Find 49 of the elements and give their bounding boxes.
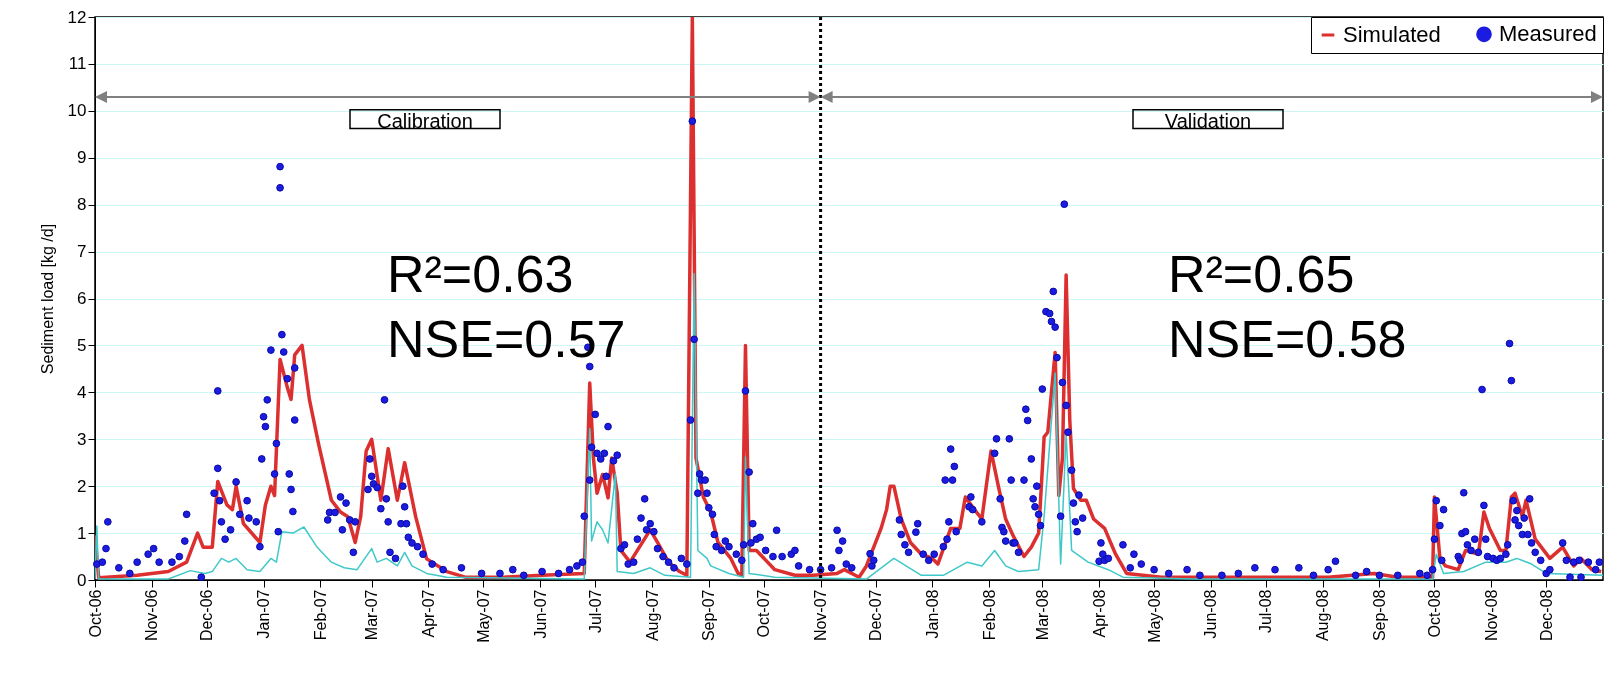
x-tick-label: Oct-06 (86, 589, 104, 638)
legend-label: Simulated (1343, 22, 1441, 47)
y-tick-label: 11 (68, 54, 87, 74)
x-tick-label: Aug-07 (643, 589, 661, 642)
x-tick-label: Mar-08 (1033, 589, 1051, 641)
x-tick-label: Feb-08 (980, 589, 998, 641)
x-tick-label: Jun-08 (1202, 589, 1220, 639)
x-tick-label: May-07 (474, 589, 492, 643)
y-tick-label: 7 (77, 242, 87, 262)
x-tick-label: Aug-08 (1314, 589, 1332, 642)
x-tick-label: Oct-07 (755, 589, 773, 638)
x-tick-label: Dec-07 (867, 589, 885, 642)
x-tick-label: Feb-07 (311, 589, 329, 641)
y-axis-title: Sediment load [kg /d] (38, 223, 56, 375)
x-tick-label: Oct-08 (1425, 589, 1443, 638)
y-tick-label: 9 (77, 148, 87, 168)
y-tick-label: 5 (77, 335, 87, 355)
x-tick-label: Dec-06 (198, 589, 216, 642)
annotation: R²=0.63 (387, 245, 574, 303)
y-tick-label: 0 (77, 570, 87, 590)
annotation: R²=0.65 (1168, 245, 1355, 303)
legend-label: Measured (1499, 21, 1597, 47)
y-tick-label: 3 (77, 429, 87, 449)
y-tick-label: 4 (77, 382, 87, 402)
x-tick-label: Sep-07 (700, 589, 718, 642)
y-tick-label: 6 (77, 289, 87, 308)
y-tick-label: 8 (77, 195, 87, 215)
x-tick-label: Nov-08 (1482, 589, 1500, 642)
y-tick-label: 1 (77, 523, 87, 543)
x-tick-label: May-08 (1145, 589, 1163, 643)
x-tick-label: Nov-07 (812, 589, 830, 642)
x-tick-label: Jan-08 (923, 589, 941, 639)
x-tick-label: Apr-07 (419, 589, 437, 638)
x-tick-label: Jun-07 (531, 589, 549, 639)
annotation: NSE=0.58 (1168, 310, 1407, 368)
x-tick-label: Nov-06 (143, 589, 161, 642)
x-tick-label: Jul-07 (586, 589, 604, 634)
x-tick-label: Dec-08 (1537, 589, 1555, 642)
annotation: Calibration (377, 110, 473, 132)
x-tick-label: Jul-08 (1257, 589, 1275, 634)
x-tick-label: Apr-08 (1090, 589, 1108, 638)
y-tick-label: 12 (67, 7, 87, 27)
x-tick-label: Mar-07 (363, 589, 381, 641)
y-tick-label: 2 (77, 476, 87, 496)
y-tick-label: 10 (67, 101, 87, 121)
x-tick-label: Sep-08 (1370, 589, 1388, 642)
x-tick-label: Jan-07 (255, 589, 273, 639)
annotation: Validation (1164, 110, 1252, 132)
annotation: NSE=0.57 (387, 310, 626, 368)
